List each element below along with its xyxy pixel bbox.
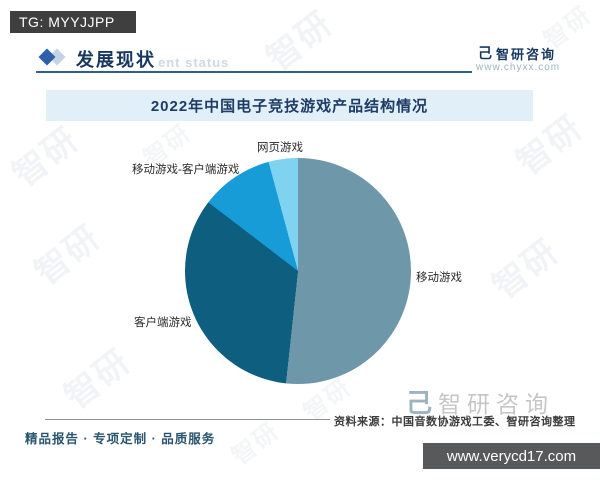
tg-badge: TG: MYYJJPP: [10, 11, 136, 33]
brand-watermark: 智研: [28, 218, 109, 293]
diamond-bullet-icon: [38, 48, 72, 66]
footer-tagline: 精品报告 · 专项定制 · 品质服务: [25, 432, 216, 446]
brand-watermark: 智研: [260, 4, 341, 79]
brand-url: www.chyxx.com: [476, 62, 561, 73]
chart-title-banner: 2022年中国电子竞技游戏产品结构情况: [46, 90, 533, 121]
brand-watermark: 智研: [486, 232, 567, 307]
brand-watermark: 智研: [6, 120, 87, 195]
pie-label-mobile-games: 移动游戏: [416, 272, 462, 284]
header-divider: [36, 71, 472, 73]
brand-name: 智研咨询: [496, 46, 557, 62]
brand-watermark: 智研: [227, 417, 285, 471]
brand-watermark: 智研: [58, 342, 139, 417]
brand-logo-icon: 己: [478, 45, 492, 61]
site-url: www.verycd17.com: [446, 447, 577, 465]
brand-logo: 己 智研咨询: [478, 43, 556, 63]
brand-watermark-icon: 己: [406, 388, 433, 418]
brand-watermark-text: 智研咨询: [438, 390, 555, 417]
site-url-bar: www.verycd17.com: [423, 443, 600, 469]
chart-title: 2022年中国电子竞技游戏产品结构情况: [150, 98, 429, 115]
pie-label-mobile-client-games: 移动游戏-客户端游戏: [132, 164, 240, 176]
brand-watermark-large: 己 智研咨询: [406, 383, 554, 420]
pie-label-client-games: 客户端游戏: [134, 317, 192, 329]
pie-chart: [185, 158, 411, 384]
section-title-watermark: ent status: [158, 55, 230, 70]
section-title: 发展现状: [76, 50, 156, 70]
footer-divider: [45, 419, 330, 420]
pie-label-web-games: 网页游戏: [257, 142, 303, 154]
source-note: 资料来源：中国音数协游戏工委、智研咨询整理: [334, 416, 576, 428]
